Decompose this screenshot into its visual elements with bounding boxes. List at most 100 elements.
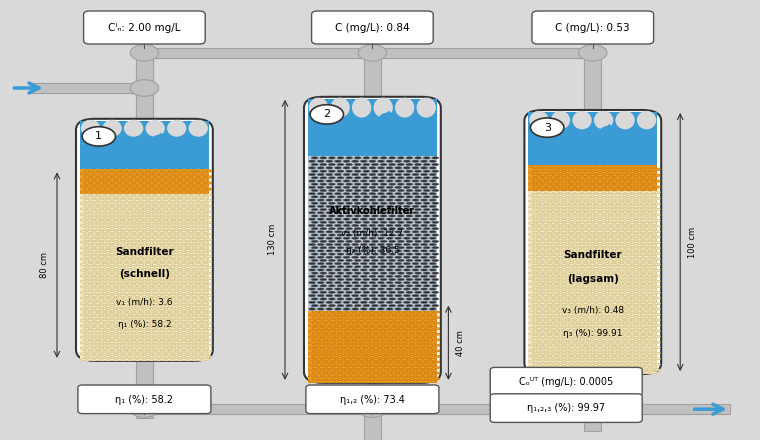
Ellipse shape [536, 305, 542, 307]
Ellipse shape [351, 336, 357, 338]
Ellipse shape [583, 220, 589, 221]
Ellipse shape [398, 372, 404, 374]
Ellipse shape [401, 341, 408, 344]
Ellipse shape [199, 356, 205, 358]
Ellipse shape [378, 212, 385, 214]
Ellipse shape [135, 272, 141, 274]
Ellipse shape [423, 272, 430, 274]
Ellipse shape [106, 249, 112, 252]
Ellipse shape [156, 300, 162, 302]
Ellipse shape [651, 289, 657, 291]
Ellipse shape [170, 244, 176, 246]
Ellipse shape [334, 180, 341, 182]
Ellipse shape [148, 199, 154, 202]
Text: Sandfilter: Sandfilter [115, 247, 174, 257]
Ellipse shape [615, 228, 621, 230]
Ellipse shape [604, 214, 610, 216]
Ellipse shape [401, 319, 408, 321]
Ellipse shape [185, 216, 191, 218]
Ellipse shape [95, 303, 101, 305]
Ellipse shape [160, 269, 166, 271]
Ellipse shape [380, 183, 387, 185]
Ellipse shape [554, 286, 560, 288]
Ellipse shape [351, 314, 357, 316]
Ellipse shape [629, 250, 635, 252]
Ellipse shape [112, 182, 119, 184]
Ellipse shape [529, 311, 535, 313]
Ellipse shape [369, 212, 376, 214]
Ellipse shape [406, 157, 413, 159]
Ellipse shape [389, 304, 396, 307]
Ellipse shape [648, 203, 654, 205]
Ellipse shape [604, 275, 610, 277]
Ellipse shape [583, 236, 589, 238]
Ellipse shape [156, 289, 162, 291]
Ellipse shape [412, 231, 419, 233]
Ellipse shape [109, 275, 116, 277]
Ellipse shape [391, 311, 397, 313]
Ellipse shape [586, 189, 592, 191]
Ellipse shape [138, 347, 144, 349]
Ellipse shape [415, 234, 422, 236]
Ellipse shape [152, 236, 158, 238]
Ellipse shape [604, 225, 610, 227]
Ellipse shape [415, 157, 422, 159]
Ellipse shape [388, 325, 394, 327]
Ellipse shape [568, 330, 575, 332]
Ellipse shape [199, 211, 205, 213]
Ellipse shape [432, 183, 439, 185]
Ellipse shape [561, 297, 567, 299]
Ellipse shape [202, 341, 208, 344]
Ellipse shape [337, 240, 344, 242]
Ellipse shape [619, 363, 625, 365]
Ellipse shape [109, 303, 116, 305]
Ellipse shape [195, 308, 201, 310]
Ellipse shape [420, 205, 428, 208]
Ellipse shape [120, 356, 126, 358]
Ellipse shape [529, 261, 535, 263]
Ellipse shape [351, 380, 357, 382]
Ellipse shape [112, 211, 119, 213]
Ellipse shape [156, 222, 162, 224]
Text: v₁ (m/h): 3.6: v₁ (m/h): 3.6 [116, 298, 173, 307]
Ellipse shape [380, 170, 387, 172]
Ellipse shape [415, 209, 422, 211]
Ellipse shape [583, 214, 589, 216]
Ellipse shape [583, 280, 589, 282]
Ellipse shape [619, 264, 625, 266]
Ellipse shape [138, 247, 144, 249]
Ellipse shape [600, 278, 606, 279]
Ellipse shape [148, 356, 154, 358]
Ellipse shape [163, 345, 169, 347]
Ellipse shape [565, 205, 571, 208]
Ellipse shape [633, 253, 639, 255]
Ellipse shape [185, 266, 191, 268]
Ellipse shape [611, 369, 617, 371]
Ellipse shape [202, 213, 208, 216]
Ellipse shape [81, 120, 100, 137]
Ellipse shape [429, 199, 436, 201]
Ellipse shape [546, 297, 553, 299]
Ellipse shape [394, 167, 402, 169]
Ellipse shape [145, 264, 151, 266]
Ellipse shape [148, 328, 154, 330]
Ellipse shape [594, 200, 600, 202]
Ellipse shape [360, 308, 367, 310]
Ellipse shape [413, 361, 419, 363]
Ellipse shape [163, 294, 169, 297]
Text: (schnell): (schnell) [119, 269, 170, 279]
Ellipse shape [112, 261, 119, 263]
Ellipse shape [561, 325, 567, 326]
Ellipse shape [406, 259, 413, 261]
Ellipse shape [373, 314, 379, 316]
Ellipse shape [106, 350, 112, 352]
Ellipse shape [554, 236, 560, 238]
Ellipse shape [106, 278, 112, 280]
Ellipse shape [600, 349, 606, 352]
Ellipse shape [611, 286, 617, 288]
Ellipse shape [173, 247, 180, 249]
Ellipse shape [352, 243, 359, 246]
Ellipse shape [95, 241, 101, 243]
Ellipse shape [366, 364, 372, 366]
Ellipse shape [619, 313, 625, 315]
